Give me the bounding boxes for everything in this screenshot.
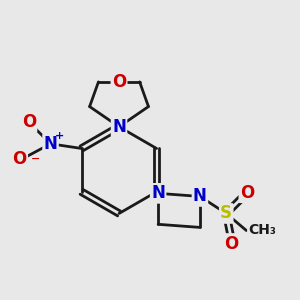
Text: +: +: [55, 131, 64, 141]
Text: O: O: [22, 113, 36, 131]
Text: N: N: [44, 135, 58, 153]
Text: −: −: [30, 154, 40, 164]
Text: CH₃: CH₃: [248, 224, 276, 238]
Text: N: N: [151, 184, 165, 202]
Text: O: O: [13, 150, 27, 168]
Text: O: O: [112, 73, 126, 91]
Text: O: O: [224, 235, 238, 253]
Text: N: N: [112, 118, 126, 136]
Text: N: N: [193, 188, 207, 206]
Text: S: S: [220, 205, 232, 223]
Text: O: O: [240, 184, 254, 202]
